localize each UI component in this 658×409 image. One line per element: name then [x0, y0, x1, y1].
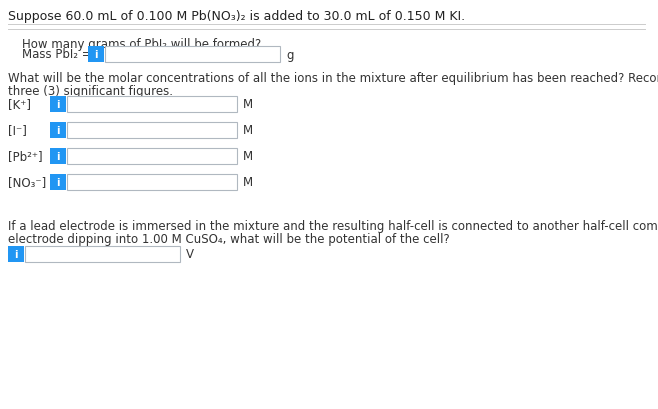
FancyBboxPatch shape — [88, 47, 104, 63]
FancyBboxPatch shape — [67, 123, 237, 139]
Text: Mass PbI₂ =: Mass PbI₂ = — [22, 48, 95, 61]
Text: i: i — [14, 249, 18, 259]
Text: What will be the molar concentrations of all the ions in the mixture after equil: What will be the molar concentrations of… — [8, 72, 658, 85]
FancyBboxPatch shape — [50, 175, 66, 191]
FancyBboxPatch shape — [105, 47, 280, 63]
Text: M: M — [243, 98, 253, 111]
Text: [Pb²⁺]: [Pb²⁺] — [8, 150, 43, 163]
FancyBboxPatch shape — [50, 123, 66, 139]
Text: [NO₃⁻]: [NO₃⁻] — [8, 176, 46, 189]
Text: i: i — [56, 126, 60, 136]
Text: M: M — [243, 124, 253, 137]
FancyBboxPatch shape — [67, 97, 237, 113]
FancyBboxPatch shape — [50, 148, 66, 164]
Text: M: M — [243, 176, 253, 189]
Text: How many grams of PbI₂ will be formed?: How many grams of PbI₂ will be formed? — [22, 38, 261, 51]
Text: i: i — [56, 152, 60, 162]
FancyBboxPatch shape — [67, 175, 237, 191]
Text: three (3) significant figures.: three (3) significant figures. — [8, 85, 173, 98]
FancyBboxPatch shape — [67, 148, 237, 164]
FancyBboxPatch shape — [25, 246, 180, 262]
FancyBboxPatch shape — [50, 97, 66, 113]
FancyBboxPatch shape — [8, 246, 24, 262]
Text: If a lead electrode is immersed in the mixture and the resulting half-cell is co: If a lead electrode is immersed in the m… — [8, 220, 658, 232]
Text: V: V — [186, 248, 194, 261]
Text: g: g — [286, 48, 293, 61]
Text: Suppose 60.0 mL of 0.100 M Pb(NO₃)₂ is added to 30.0 mL of 0.150 M KI.: Suppose 60.0 mL of 0.100 M Pb(NO₃)₂ is a… — [8, 10, 465, 23]
Text: [I⁻]: [I⁻] — [8, 124, 27, 137]
Text: [K⁺]: [K⁺] — [8, 98, 31, 111]
Text: i: i — [94, 50, 98, 60]
Text: M: M — [243, 150, 253, 163]
Text: i: i — [56, 100, 60, 110]
Text: electrode dipping into 1.00 M CuSO₄, what will be the potential of the cell?: electrode dipping into 1.00 M CuSO₄, wha… — [8, 232, 450, 245]
Text: i: i — [56, 178, 60, 188]
